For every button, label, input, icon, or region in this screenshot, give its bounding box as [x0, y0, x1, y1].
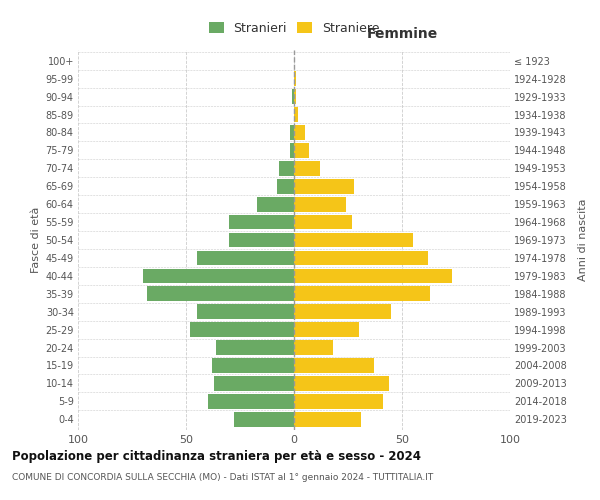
- Bar: [294, 143, 309, 158]
- Bar: [294, 107, 298, 122]
- Bar: [277, 179, 294, 194]
- Bar: [290, 143, 294, 158]
- Bar: [214, 376, 294, 390]
- Bar: [197, 304, 294, 319]
- Bar: [229, 214, 294, 230]
- Legend: Stranieri, Straniere: Stranieri, Straniere: [205, 18, 383, 38]
- Bar: [208, 394, 294, 408]
- Bar: [294, 376, 389, 390]
- Bar: [212, 358, 294, 373]
- Text: Popolazione per cittadinanza straniera per età e sesso - 2024: Popolazione per cittadinanza straniera p…: [12, 450, 421, 463]
- Bar: [294, 286, 430, 301]
- Bar: [294, 72, 296, 86]
- Bar: [294, 304, 391, 319]
- Y-axis label: Fasce di età: Fasce di età: [31, 207, 41, 273]
- Bar: [147, 286, 294, 301]
- Bar: [279, 161, 294, 176]
- Bar: [229, 232, 294, 248]
- Bar: [216, 340, 294, 355]
- Bar: [233, 412, 294, 426]
- Bar: [294, 412, 361, 426]
- Bar: [294, 179, 355, 194]
- Bar: [143, 268, 294, 283]
- Bar: [257, 197, 294, 212]
- Y-axis label: Anni di nascita: Anni di nascita: [578, 198, 588, 281]
- Bar: [294, 214, 352, 230]
- Bar: [294, 358, 374, 373]
- Bar: [294, 125, 305, 140]
- Bar: [294, 197, 346, 212]
- Bar: [294, 394, 383, 408]
- Bar: [294, 161, 320, 176]
- Text: Femmine: Femmine: [367, 26, 437, 40]
- Bar: [292, 90, 294, 104]
- Bar: [294, 90, 296, 104]
- Bar: [294, 232, 413, 248]
- Bar: [294, 250, 428, 266]
- Bar: [197, 250, 294, 266]
- Bar: [190, 322, 294, 337]
- Bar: [290, 125, 294, 140]
- Bar: [294, 322, 359, 337]
- Bar: [294, 268, 452, 283]
- Bar: [294, 340, 333, 355]
- Text: COMUNE DI CONCORDIA SULLA SECCHIA (MO) - Dati ISTAT al 1° gennaio 2024 - TUTTITA: COMUNE DI CONCORDIA SULLA SECCHIA (MO) -…: [12, 472, 433, 482]
